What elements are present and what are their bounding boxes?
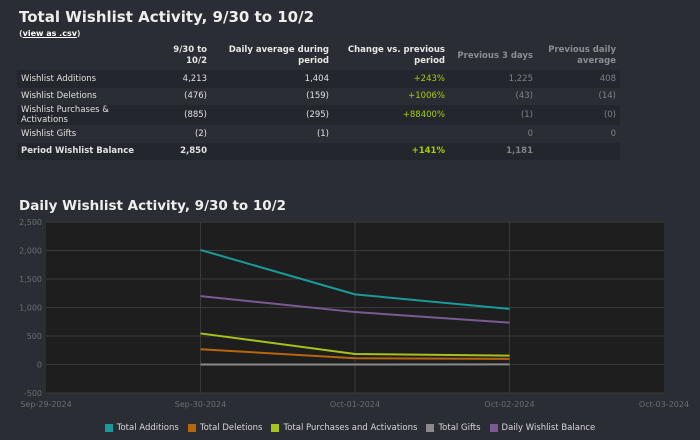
chart-legend: Total Additions Total Deletions Total Purc… — [0, 423, 700, 433]
y-tick-label: -500 — [24, 389, 42, 398]
cell-previous-average: 0 — [537, 125, 620, 143]
cell-total: 2,850 — [157, 142, 211, 160]
cell-daily-average: 1,404 — [211, 70, 333, 88]
cell-previous: (1) — [449, 105, 537, 125]
column-header-period: 9/30 to 10/2 — [173, 45, 207, 66]
cell-total: (476) — [157, 87, 211, 105]
table-row: Wishlist Additions 4,213 1,404 +243% 1,2… — [17, 70, 620, 88]
row-label: Wishlist Gifts — [17, 125, 157, 143]
legend-swatch — [426, 424, 435, 432]
legend-item[interactable]: Total Deletions — [187, 423, 263, 433]
column-header-previous-daily-average: Previous daily average — [548, 45, 616, 66]
cell-change: +141% — [333, 142, 449, 160]
table-row: Wishlist Purchases & Activations (885) (… — [17, 105, 620, 125]
table-row: Wishlist Gifts (2) (1) 0 0 — [17, 125, 620, 143]
x-axis-ticks: Sep-29-2024 Sep-30-2024 Oct-01-2024 Oct-02-… — [20, 400, 689, 409]
summary-title: Total Wishlist Activity, 9/30 to 10/2 — [19, 8, 315, 26]
cell-previous: 0 — [449, 125, 537, 143]
csv-link-wrapper: (view as .csv) — [19, 29, 81, 38]
legend-swatch — [187, 424, 196, 432]
series-line — [200, 295, 510, 324]
cell-previous: 1,225 — [449, 70, 537, 88]
cell-change: +243% — [333, 70, 449, 88]
row-label: Period Wishlist Balance — [17, 142, 157, 160]
y-tick-label: 0 — [37, 361, 42, 370]
cell-change: +88400% — [333, 105, 449, 125]
cell-previous-average: (0) — [537, 105, 620, 125]
legend-swatch — [489, 424, 498, 432]
y-tick-label: 1,500 — [19, 275, 42, 284]
row-label: Wishlist Deletions — [17, 87, 157, 105]
legend-item[interactable]: Total Additions — [104, 423, 179, 433]
y-tick-label: 1,000 — [19, 304, 42, 313]
cell-total: (885) — [157, 105, 211, 125]
table-header-row: 9/30 to 10/2 Daily average during period… — [17, 42, 620, 70]
series-line — [200, 348, 510, 360]
cell-total: (2) — [157, 125, 211, 143]
legend-label: Total Purchases and Activations — [283, 423, 418, 433]
x-tick-label: Sep-30-2024 — [175, 400, 226, 409]
cell-change: +1006% — [333, 87, 449, 105]
x-tick-label: Sep-29-2024 — [20, 400, 71, 409]
column-header-previous-3-days: Previous 3 days — [457, 50, 533, 61]
series-line — [200, 248, 510, 310]
column-header-daily-average: Daily average during period — [228, 45, 329, 66]
y-axis-ticks: 2,500 2,000 1,500 1,000 500 0 -500 — [19, 218, 42, 398]
legend-label: Daily Wishlist Balance — [501, 423, 596, 433]
table-row-balance: Period Wishlist Balance 2,850 +141% 1,18… — [17, 142, 620, 160]
cell-previous-average: (14) — [537, 87, 620, 105]
legend-item[interactable]: Total Gifts — [426, 423, 481, 433]
legend-swatch — [104, 424, 113, 432]
cell-total: 4,213 — [157, 70, 211, 88]
daily-activity-chart: 2,500 2,000 1,500 1,000 500 0 -500 Sep-29-2024… — [19, 218, 689, 409]
y-tick-label: 2,500 — [19, 218, 42, 227]
cell-daily-average — [211, 142, 333, 160]
cell-change — [333, 125, 449, 143]
view-csv-link[interactable]: view as .csv — [22, 29, 77, 38]
series-lines — [200, 248, 510, 366]
y-tick-label: 500 — [27, 332, 42, 341]
row-label: Wishlist Additions — [17, 70, 157, 88]
x-tick-label: Oct-01-2024 — [330, 400, 380, 409]
legend-label: Total Deletions — [199, 423, 263, 433]
cell-previous: (43) — [449, 87, 537, 105]
table-row: Wishlist Deletions (476) (159) +1006% (4… — [17, 87, 620, 105]
cell-daily-average: (159) — [211, 87, 333, 105]
wishlist-summary-table: 9/30 to 10/2 Daily average during period… — [17, 42, 620, 160]
y-tick-label: 2,000 — [19, 247, 42, 256]
legend-label: Total Gifts — [438, 423, 481, 433]
cell-previous-average — [537, 142, 620, 160]
legend-item[interactable]: Daily Wishlist Balance — [489, 423, 596, 433]
x-tick-label: Oct-03-2024 — [639, 400, 689, 409]
csv-open-paren: ( — [19, 29, 23, 38]
cell-daily-average: (295) — [211, 105, 333, 125]
cell-previous-average: 408 — [537, 70, 620, 88]
legend-item[interactable]: Total Purchases and Activations — [271, 423, 417, 433]
cell-previous: 1,181 — [449, 142, 537, 160]
column-header-change: Change vs. previous period — [347, 45, 445, 66]
x-tick-label: Oct-02-2024 — [484, 400, 534, 409]
legend-swatch — [271, 424, 280, 432]
csv-close-paren: ) — [76, 29, 81, 38]
legend-label: Total Additions — [116, 423, 179, 433]
row-label: Wishlist Purchases & Activations — [17, 105, 157, 125]
column-header-label — [17, 42, 157, 70]
series-line — [200, 332, 510, 357]
chart-title: Daily Wishlist Activity, 9/30 to 10/2 — [19, 198, 287, 214]
cell-daily-average: (1) — [211, 125, 333, 143]
